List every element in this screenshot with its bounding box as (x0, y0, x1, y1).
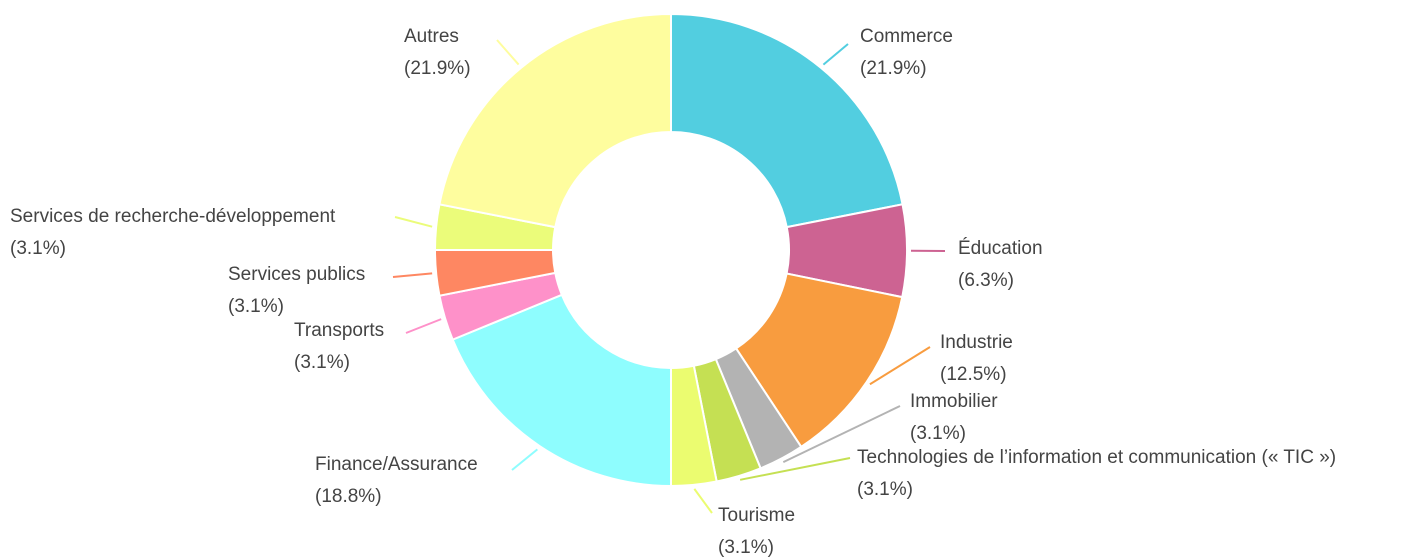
slice-value-label: (3.1%) (718, 537, 774, 558)
slice-label: Transports (294, 320, 384, 341)
slice-label: Éducation (958, 238, 1043, 259)
slice-value-label: (3.1%) (857, 479, 913, 500)
slice-value-label: (21.9%) (404, 58, 471, 79)
leader-line (822, 43, 849, 66)
leader-line (496, 39, 520, 66)
donut-segment (451, 293, 672, 488)
donut-segment (438, 12, 672, 229)
leader-line (782, 405, 901, 464)
slice-label: Tourisme (718, 505, 795, 526)
slice-value-label: (6.3%) (958, 270, 1014, 291)
slice-label: Autres (404, 26, 459, 47)
slice-label: Industrie (940, 332, 1013, 353)
slice-label: Services de recherche-développement (10, 206, 336, 227)
slice-value-label: (3.1%) (910, 423, 966, 444)
slice-value-label: (21.9%) (860, 58, 927, 79)
leader-line (511, 448, 538, 471)
slice-value-label: (3.1%) (294, 352, 350, 373)
slice-label: Services publics (228, 264, 365, 285)
leader-line (739, 457, 851, 481)
leader-line (394, 216, 433, 228)
slice-value-label: (12.5%) (940, 364, 1007, 385)
leader-line (392, 272, 433, 278)
slice-label: Commerce (860, 26, 953, 47)
slice-label: Immobilier (910, 391, 998, 412)
leader-line (405, 318, 442, 334)
slice-value-label: (18.8%) (315, 486, 382, 507)
slice-value-label: (3.1%) (228, 296, 284, 317)
donut-segment (670, 12, 904, 229)
leader-line (693, 488, 713, 514)
slice-label: Finance/Assurance (315, 454, 478, 475)
slice-label: Technologies de l’information et communi… (857, 447, 1336, 468)
leader-line (869, 346, 931, 386)
slice-value-label: (3.1%) (10, 238, 66, 259)
